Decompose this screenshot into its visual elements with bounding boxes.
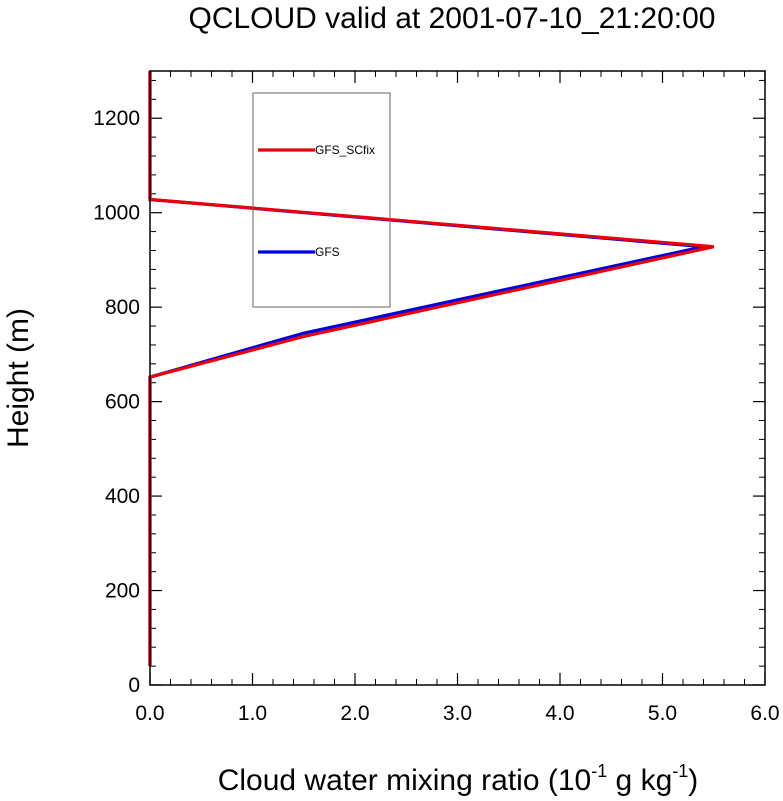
y-tick-label: 200 xyxy=(105,580,140,603)
y-tick-label: 600 xyxy=(105,391,140,414)
x-axis-label-end: ) xyxy=(688,764,698,797)
legend-label: GFS xyxy=(315,245,340,259)
plot-frame xyxy=(149,70,766,686)
x-axis-label: Cloud water mixing ratio (10-1 g kg-1) xyxy=(218,761,699,797)
y-tick-label: 400 xyxy=(105,485,140,508)
y-tick-label: 1200 xyxy=(93,107,140,130)
x-tick-label: 0.0 xyxy=(135,702,164,725)
x-tick-label: 1.0 xyxy=(238,702,267,725)
chart-title: QCLOUD valid at 2001-07-10_21:20:00 xyxy=(189,2,716,35)
x-tick-label: 4.0 xyxy=(545,702,574,725)
x-tick-label: 6.0 xyxy=(750,702,779,725)
series-layer xyxy=(148,71,715,667)
legend-box xyxy=(252,92,391,308)
x-tick-label: 2.0 xyxy=(340,702,369,725)
y-tick-label: 0 xyxy=(128,674,140,697)
x-axis-label-sup1: -1 xyxy=(591,761,607,781)
legend-label: GFS_SCfix xyxy=(315,143,375,157)
x-axis-label-main: Cloud water mixing ratio (10 xyxy=(218,764,592,797)
y-tick-label: 800 xyxy=(105,296,140,319)
y-axis-label: Height (m) xyxy=(2,308,35,448)
legend: GFS_SCfix GFS xyxy=(252,92,391,308)
x-axis-label-sup2: -1 xyxy=(672,761,688,781)
y-tick-label: 1000 xyxy=(93,202,140,225)
axis-ticks: 0.0 1.0 2.0 3.0 4.0 5.0 6.0 0 200 400 600 800 1000 12… xyxy=(93,71,780,725)
series-line-gfs-scfix xyxy=(148,71,715,667)
x-tick-label: 5.0 xyxy=(648,702,677,725)
x-axis-label-mid: g kg xyxy=(607,764,672,797)
x-tick-label: 3.0 xyxy=(443,702,472,725)
series-line-gfs xyxy=(148,71,704,667)
